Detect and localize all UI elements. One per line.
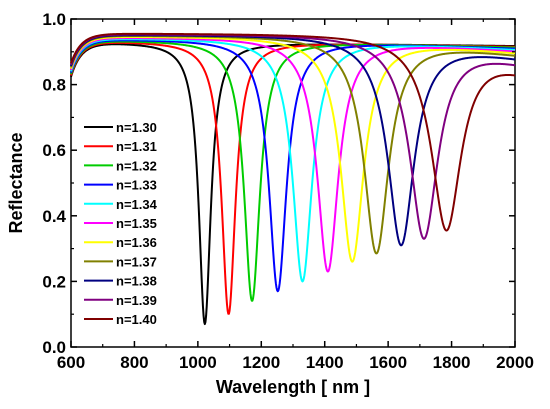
legend-label: n=1.39: [116, 293, 157, 308]
x-tick-label: 1000: [179, 353, 217, 372]
legend-label: n=1.35: [116, 216, 157, 231]
legend-label: n=1.34: [116, 197, 158, 212]
legend-label: n=1.33: [116, 178, 157, 193]
y-tick-label: 0.6: [42, 141, 66, 160]
legend-label: n=1.38: [116, 274, 157, 289]
x-tick-label: 1800: [433, 353, 471, 372]
y-tick-label: 0.8: [42, 76, 66, 95]
x-tick-label: 2000: [496, 353, 534, 372]
y-axis-label: Reflectance: [6, 132, 26, 233]
legend: n=1.30 n=1.31 n=1.32 n=1.33 n=1.34 n=1.35 n=1.…: [84, 120, 158, 327]
series-line-n=1.35: [70, 37, 516, 273]
series-line-n=1.34: [70, 38, 516, 283]
x-tick-label: 1600: [369, 353, 407, 372]
y-tick-label: 1.0: [42, 10, 66, 29]
legend-label: n=1.32: [116, 158, 157, 173]
series-line-n=1.40: [70, 32, 516, 232]
y-tick-label: 0.4: [42, 207, 66, 226]
x-tick-label: 600: [57, 353, 85, 372]
legend-label: n=1.30: [116, 120, 157, 135]
y-tick-label: 0.0: [42, 338, 66, 357]
legend-label: n=1.31: [116, 139, 157, 154]
legend-label: n=1.37: [116, 254, 157, 269]
x-tick-label: 800: [120, 353, 148, 372]
series-line-n=1.36: [70, 36, 516, 263]
series-curves: [70, 32, 516, 326]
legend-label: n=1.40: [116, 312, 157, 327]
x-tick-label: 1400: [306, 353, 344, 372]
x-axis-label: Wavelength [ nm ]: [216, 377, 370, 397]
legend-label: n=1.36: [116, 235, 157, 250]
y-tick-label: 0.2: [42, 272, 66, 291]
x-tick-label: 1200: [242, 353, 280, 372]
axis-ticks: 600 800 1000 1200 1400 1600 1800 2000 0.0 0.2 0.4 0…: [42, 10, 534, 372]
